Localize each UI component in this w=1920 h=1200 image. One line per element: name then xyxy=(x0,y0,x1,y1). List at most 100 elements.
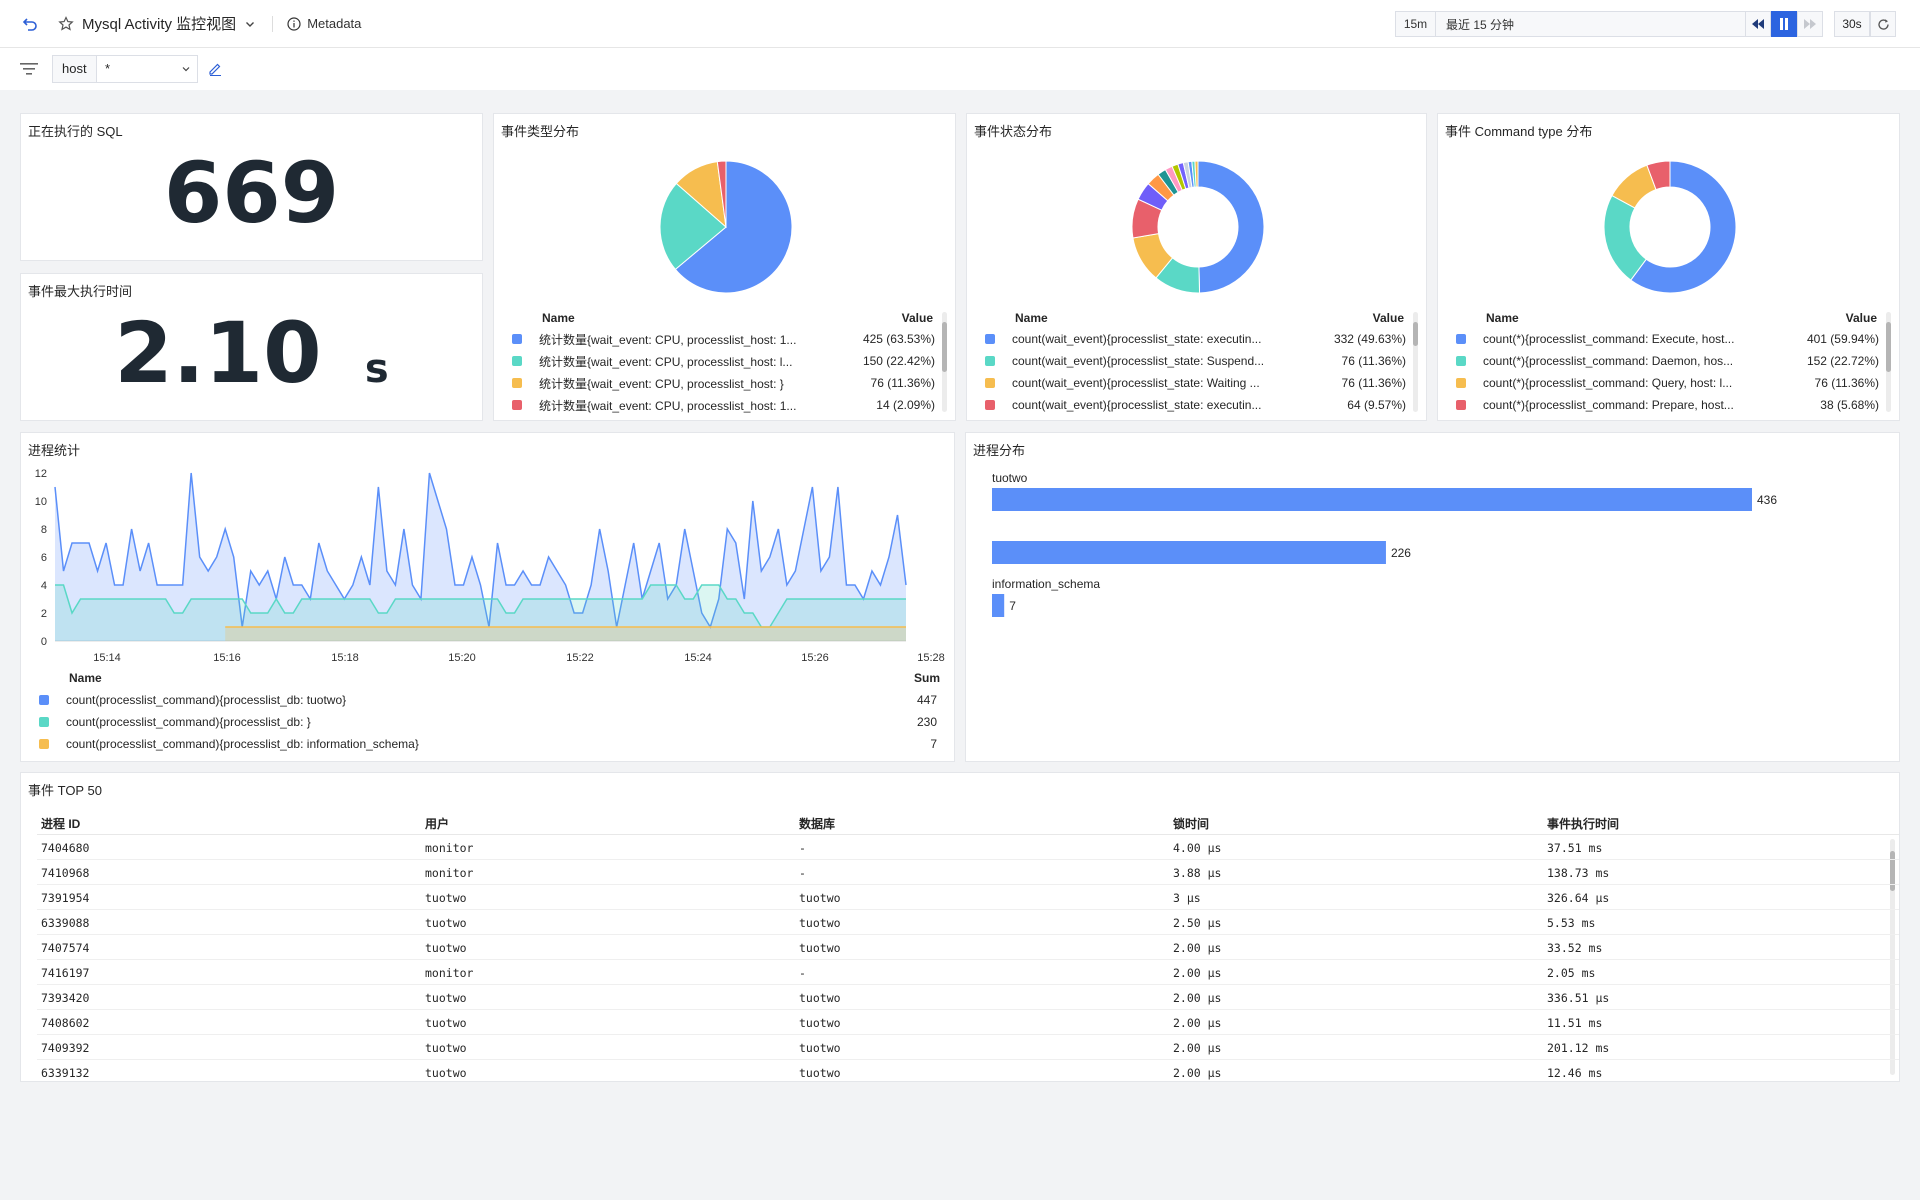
dashboard-title[interactable]: Mysql Activity 监控视图 xyxy=(82,16,237,33)
filter-icon[interactable] xyxy=(20,62,38,76)
step-forward-button[interactable] xyxy=(1797,11,1823,37)
legend-swatch xyxy=(1456,334,1466,344)
pie-slice[interactable] xyxy=(1629,160,1736,294)
table-cell: 2.00 µs xyxy=(1173,966,1222,980)
legend-item[interactable]: 统计数量{wait_event: CPU, processlist_host: … xyxy=(512,350,935,372)
table-cell: monitor xyxy=(425,841,474,855)
legend-scrollbar[interactable] xyxy=(1413,312,1418,412)
pie-slice[interactable] xyxy=(674,160,792,294)
bar[interactable] xyxy=(992,488,1752,511)
table-cell: 2.05 ms xyxy=(1547,966,1596,980)
refresh-button[interactable] xyxy=(1870,11,1896,37)
time-range-picker[interactable]: 15m 最近 15 分钟 xyxy=(1395,11,1773,37)
panel-event-type: 事件类型分布 Name Value 统计数量{wait_event: CPU, pro… xyxy=(493,113,956,421)
legend-item[interactable]: 统计数量{wait_event: CPU, processlist_host: … xyxy=(512,372,935,394)
pause-button[interactable] xyxy=(1771,11,1797,37)
time-range-text[interactable]: 最近 15 分钟 xyxy=(1446,17,1515,32)
max-exec-time-stat: 2.10 s xyxy=(21,304,482,402)
panel-process-dist: 进程分布 tuotwo 436 226 information_schema 7 xyxy=(965,432,1900,762)
legend-item[interactable]: 统计数量{wait_event: CPU, processlist_host: … xyxy=(512,328,935,350)
legend-swatch xyxy=(985,334,995,344)
legend-item[interactable]: count(*){processlist_command: Execute, h… xyxy=(1456,328,1879,350)
column-header[interactable]: 进程 ID xyxy=(41,817,81,831)
column-header[interactable]: 锁时间 xyxy=(1173,817,1210,831)
legend-item[interactable]: count(wait_event){processlist_state: exe… xyxy=(985,394,1406,416)
back-icon[interactable] xyxy=(20,14,40,34)
panel-title: 事件类型分布 xyxy=(501,124,580,139)
column-header[interactable]: 用户 xyxy=(425,817,450,831)
bar[interactable] xyxy=(992,594,1005,617)
table-row[interactable]: 7407574 tuotwo tuotwo 2.00 µs 33.52 ms xyxy=(37,935,1899,960)
star-icon[interactable] xyxy=(58,15,74,32)
edit-icon[interactable] xyxy=(208,62,222,76)
legend-col-name: Name xyxy=(542,311,575,325)
pie-slice[interactable] xyxy=(1603,194,1647,281)
legend-item[interactable]: count(processlist_command){processlist_d… xyxy=(39,711,937,733)
refresh-interval-select[interactable]: 30s xyxy=(1834,11,1870,37)
legend-name: count(*){processlist_command: Query, hos… xyxy=(1483,376,1733,390)
table-cell: 2.00 µs xyxy=(1173,1066,1222,1080)
pie-slice[interactable] xyxy=(1197,160,1264,294)
pie-slice[interactable] xyxy=(716,160,726,228)
legend-name: 统计数量{wait_event: CPU, processlist_host: … xyxy=(539,376,784,391)
table-cell: tuotwo xyxy=(425,1041,467,1055)
y-tick-label: 12 xyxy=(35,468,47,480)
table-scrollbar[interactable] xyxy=(1890,839,1895,1075)
legend-name: count(processlist_command){processlist_d… xyxy=(66,693,347,707)
pie-slice[interactable] xyxy=(1645,160,1670,191)
step-back-button[interactable] xyxy=(1745,11,1771,37)
legend-item[interactable]: count(*){processlist_command: Prepare, h… xyxy=(1456,394,1879,416)
scrollbar-thumb[interactable] xyxy=(1886,322,1891,372)
legend-item[interactable]: count(wait_event){processlist_state: exe… xyxy=(985,328,1406,350)
table-row[interactable]: 7404680 monitor - 4.00 µs 37.51 ms xyxy=(37,835,1899,860)
pie-slice[interactable] xyxy=(1193,160,1198,188)
table-row[interactable]: 7393420 tuotwo tuotwo 2.00 µs 336.51 µs xyxy=(37,985,1899,1010)
metadata-button[interactable]: Metadata xyxy=(287,16,361,31)
table-row[interactable]: 7409392 tuotwo tuotwo 2.00 µs 201.12 ms xyxy=(37,1035,1899,1060)
chevron-down-icon[interactable] xyxy=(244,18,256,30)
host-variable[interactable]: host * xyxy=(52,55,198,83)
table-cell: 6339088 xyxy=(41,916,90,930)
legend-item[interactable]: count(*){processlist_command: Query, hos… xyxy=(1456,372,1879,394)
table-row[interactable]: 7416197 monitor - 2.00 µs 2.05 ms xyxy=(37,960,1899,985)
x-tick-label: 15:22 xyxy=(566,652,594,664)
column-header[interactable]: 事件执行时间 xyxy=(1547,817,1620,831)
legend-scrollbar[interactable] xyxy=(942,312,947,412)
column-header[interactable]: 数据库 xyxy=(799,817,836,831)
legend-item[interactable]: 统计数量{wait_event: CPU, processlist_host: … xyxy=(512,394,935,416)
table-row[interactable]: 7410968 monitor - 3.88 µs 138.73 ms xyxy=(37,860,1899,885)
table-cell: 326.64 µs xyxy=(1547,891,1610,905)
panel-process-stats: 进程统计 0 2 4 6 8 10 12 15:14 15:16 15:18 15:20 15:22 1… xyxy=(20,432,955,762)
bar-category-label: information_schema xyxy=(992,577,1100,591)
table-row[interactable]: 7408602 tuotwo tuotwo 2.00 µs 11.51 ms xyxy=(37,1010,1899,1035)
x-tick-label: 15:18 xyxy=(331,652,359,664)
series-line[interactable] xyxy=(54,472,907,629)
panel-command-type: 事件 Command type 分布 Name Value count(*){proc… xyxy=(1437,113,1900,421)
x-tick-label: 15:28 xyxy=(917,652,945,664)
legend-value: 7 xyxy=(930,737,937,751)
panel-running-sql: 正在执行的 SQL 669 xyxy=(20,113,483,261)
panel-top50: 事件 TOP 50 进程 ID 用户 数据库 锁时间 事件执行时间 7404680 mon… xyxy=(20,772,1900,1082)
pie-slice[interactable] xyxy=(659,182,727,271)
table-cell: tuotwo xyxy=(425,991,467,1005)
pie-chart xyxy=(1131,160,1264,294)
table-cell: - xyxy=(799,966,806,980)
table-row[interactable]: 6339088 tuotwo tuotwo 2.50 µs 5.53 ms xyxy=(37,910,1899,935)
legend-swatch xyxy=(39,739,49,749)
bar[interactable] xyxy=(992,541,1386,564)
legend-scrollbar[interactable] xyxy=(1886,312,1891,412)
table-cell: 2.00 µs xyxy=(1173,991,1222,1005)
legend-item[interactable]: count(*){processlist_command: Daemon, ho… xyxy=(1456,350,1879,372)
scrollbar-thumb[interactable] xyxy=(942,322,947,372)
time-short[interactable]: 15m xyxy=(1396,12,1436,36)
legend-name: count(*){processlist_command: Daemon, ho… xyxy=(1483,354,1734,368)
legend-item[interactable]: count(processlist_command){processlist_d… xyxy=(39,733,937,755)
table-row[interactable]: 7391954 tuotwo tuotwo 3 µs 326.64 µs xyxy=(37,885,1899,910)
scrollbar-thumb[interactable] xyxy=(1413,322,1418,346)
legend-item[interactable]: count(wait_event){processlist_state: Wai… xyxy=(985,372,1406,394)
table-cell: tuotwo xyxy=(799,1016,841,1030)
host-select[interactable]: * xyxy=(97,56,197,82)
legend-item[interactable]: count(processlist_command){processlist_d… xyxy=(39,689,937,711)
table-row[interactable]: 6339132 tuotwo tuotwo 2.00 µs 12.46 ms xyxy=(37,1060,1899,1081)
legend-item[interactable]: count(wait_event){processlist_state: Sus… xyxy=(985,350,1406,372)
